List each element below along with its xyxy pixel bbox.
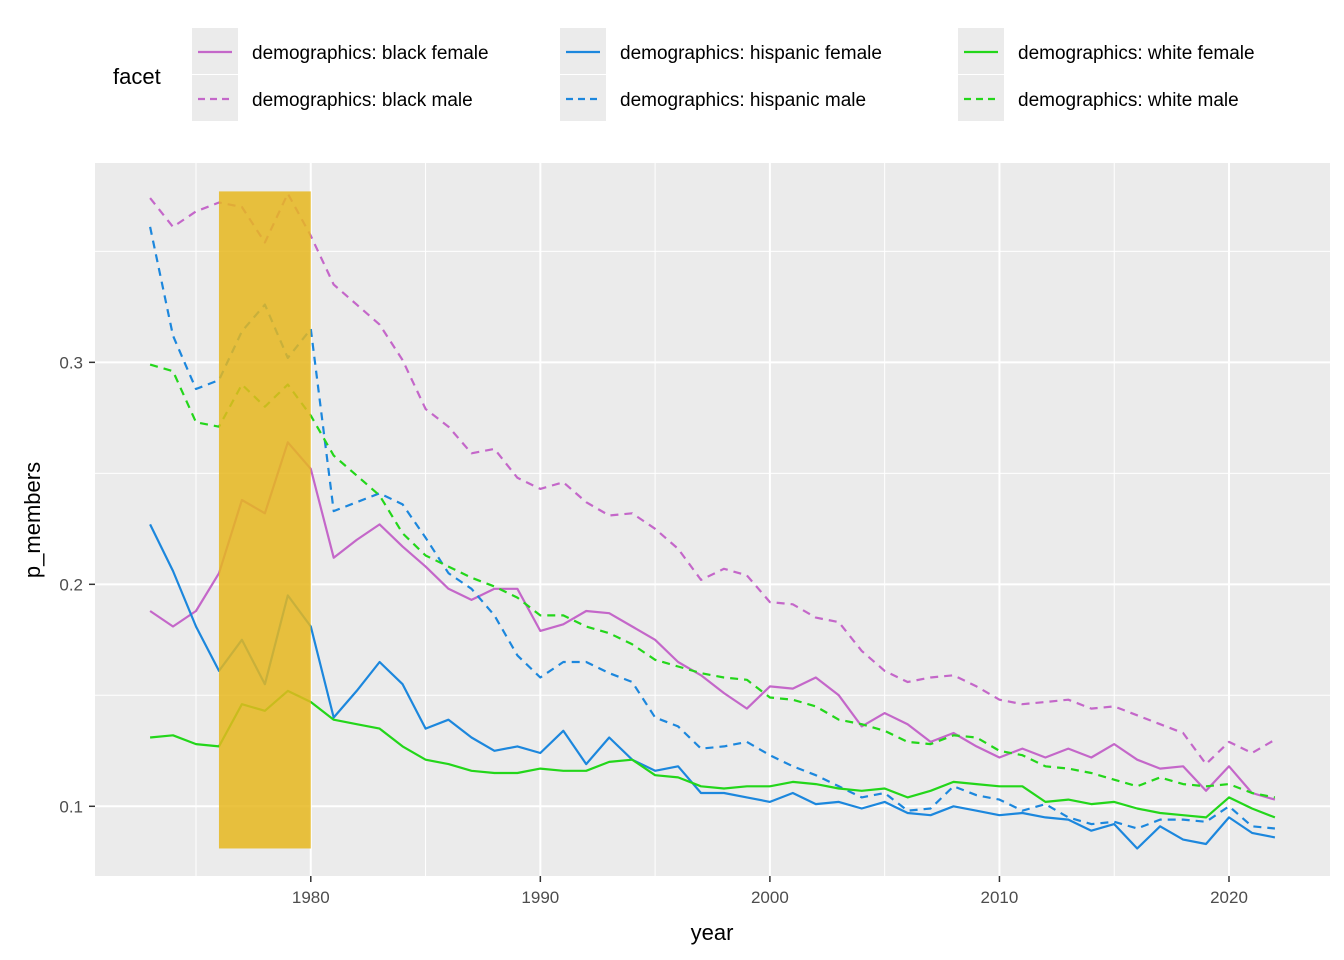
legend-title: facet [113,64,161,89]
legend-label: demographics: hispanic female [620,43,882,64]
x-tick-label: 2020 [1210,888,1248,907]
x-axis-title: year [691,920,734,945]
legend-label: demographics: white male [1018,90,1239,111]
y-axis: 0.1 0.2 0.3 [59,353,95,816]
x-tick-label: 1980 [292,888,330,907]
legend-label: demographics: white female [1018,43,1255,64]
legend-label: demographics: black female [252,43,489,64]
x-axis: 1980 1990 2000 2010 2020 [292,876,1248,907]
legend: facet demographics: black female demograp… [113,28,1255,121]
x-tick-label: 2010 [981,888,1019,907]
series-line-1 [149,192,1276,766]
y-tick-label: 0.2 [59,575,83,594]
x-tick-label: 2000 [751,888,789,907]
x-tick-label: 1990 [521,888,559,907]
series-line-2 [149,523,1276,850]
legend-label: demographics: hispanic male [620,90,866,111]
y-tick-label: 0.1 [59,797,83,816]
y-tick-label: 0.3 [59,353,83,372]
y-axis-title: p_members [20,462,45,578]
series-line-3 [149,226,1276,830]
highlight-band [218,191,311,849]
series-line-0 [149,441,1276,801]
legend-label: demographics: black male [252,90,473,111]
series-layer [149,192,1276,850]
series-line-4 [149,689,1276,819]
series-line-5 [149,363,1276,799]
